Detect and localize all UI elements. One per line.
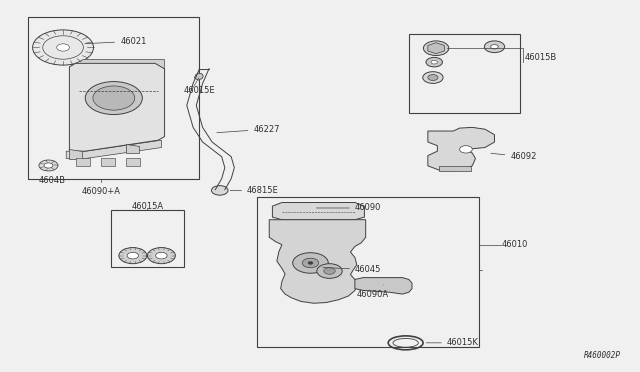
Polygon shape [195, 73, 204, 80]
Circle shape [317, 264, 342, 278]
Circle shape [127, 252, 138, 259]
Circle shape [119, 247, 147, 264]
Circle shape [460, 146, 472, 153]
Text: 46015A: 46015A [132, 202, 164, 211]
Bar [76, 158, 90, 166]
Bar [111, 210, 184, 267]
Circle shape [44, 163, 53, 168]
Polygon shape [69, 63, 164, 151]
Circle shape [33, 30, 93, 65]
Text: 46010: 46010 [502, 240, 529, 249]
Circle shape [39, 160, 58, 171]
Circle shape [431, 60, 437, 64]
Text: 46015K: 46015K [426, 339, 479, 347]
Text: 4604B: 4604B [39, 176, 66, 185]
Bar [257, 197, 479, 347]
Circle shape [57, 44, 69, 51]
Polygon shape [69, 149, 82, 158]
Text: 46090: 46090 [316, 203, 381, 212]
Text: 46045: 46045 [323, 265, 381, 274]
Bar [127, 158, 140, 166]
Circle shape [302, 258, 319, 268]
Polygon shape [273, 202, 364, 220]
Circle shape [93, 86, 135, 110]
Text: R460002P: R460002P [584, 351, 621, 360]
Circle shape [324, 268, 335, 274]
Circle shape [491, 45, 499, 49]
Polygon shape [355, 278, 412, 294]
Bar [439, 166, 471, 171]
Polygon shape [428, 127, 495, 171]
Text: 46015B: 46015B [525, 53, 557, 62]
Circle shape [423, 72, 443, 83]
Bar [409, 34, 520, 113]
Circle shape [292, 253, 328, 273]
Circle shape [428, 75, 438, 80]
Text: 46090A: 46090A [356, 285, 389, 299]
Text: 46015E: 46015E [184, 86, 215, 95]
Circle shape [484, 41, 504, 52]
Circle shape [147, 247, 175, 264]
Polygon shape [127, 144, 139, 153]
Bar [101, 158, 115, 166]
Text: 46227: 46227 [217, 125, 280, 134]
Bar [28, 17, 200, 179]
Text: 46021: 46021 [85, 37, 147, 46]
Circle shape [211, 186, 228, 195]
Text: 46090+A: 46090+A [82, 187, 120, 196]
Text: 46092: 46092 [491, 152, 537, 161]
Polygon shape [66, 140, 161, 158]
Circle shape [308, 262, 313, 264]
Circle shape [426, 57, 442, 67]
Polygon shape [428, 43, 444, 54]
Circle shape [85, 81, 142, 115]
Polygon shape [76, 60, 164, 69]
Polygon shape [269, 220, 365, 303]
Circle shape [156, 252, 167, 259]
Circle shape [424, 41, 449, 55]
Text: 46815E: 46815E [230, 186, 279, 195]
